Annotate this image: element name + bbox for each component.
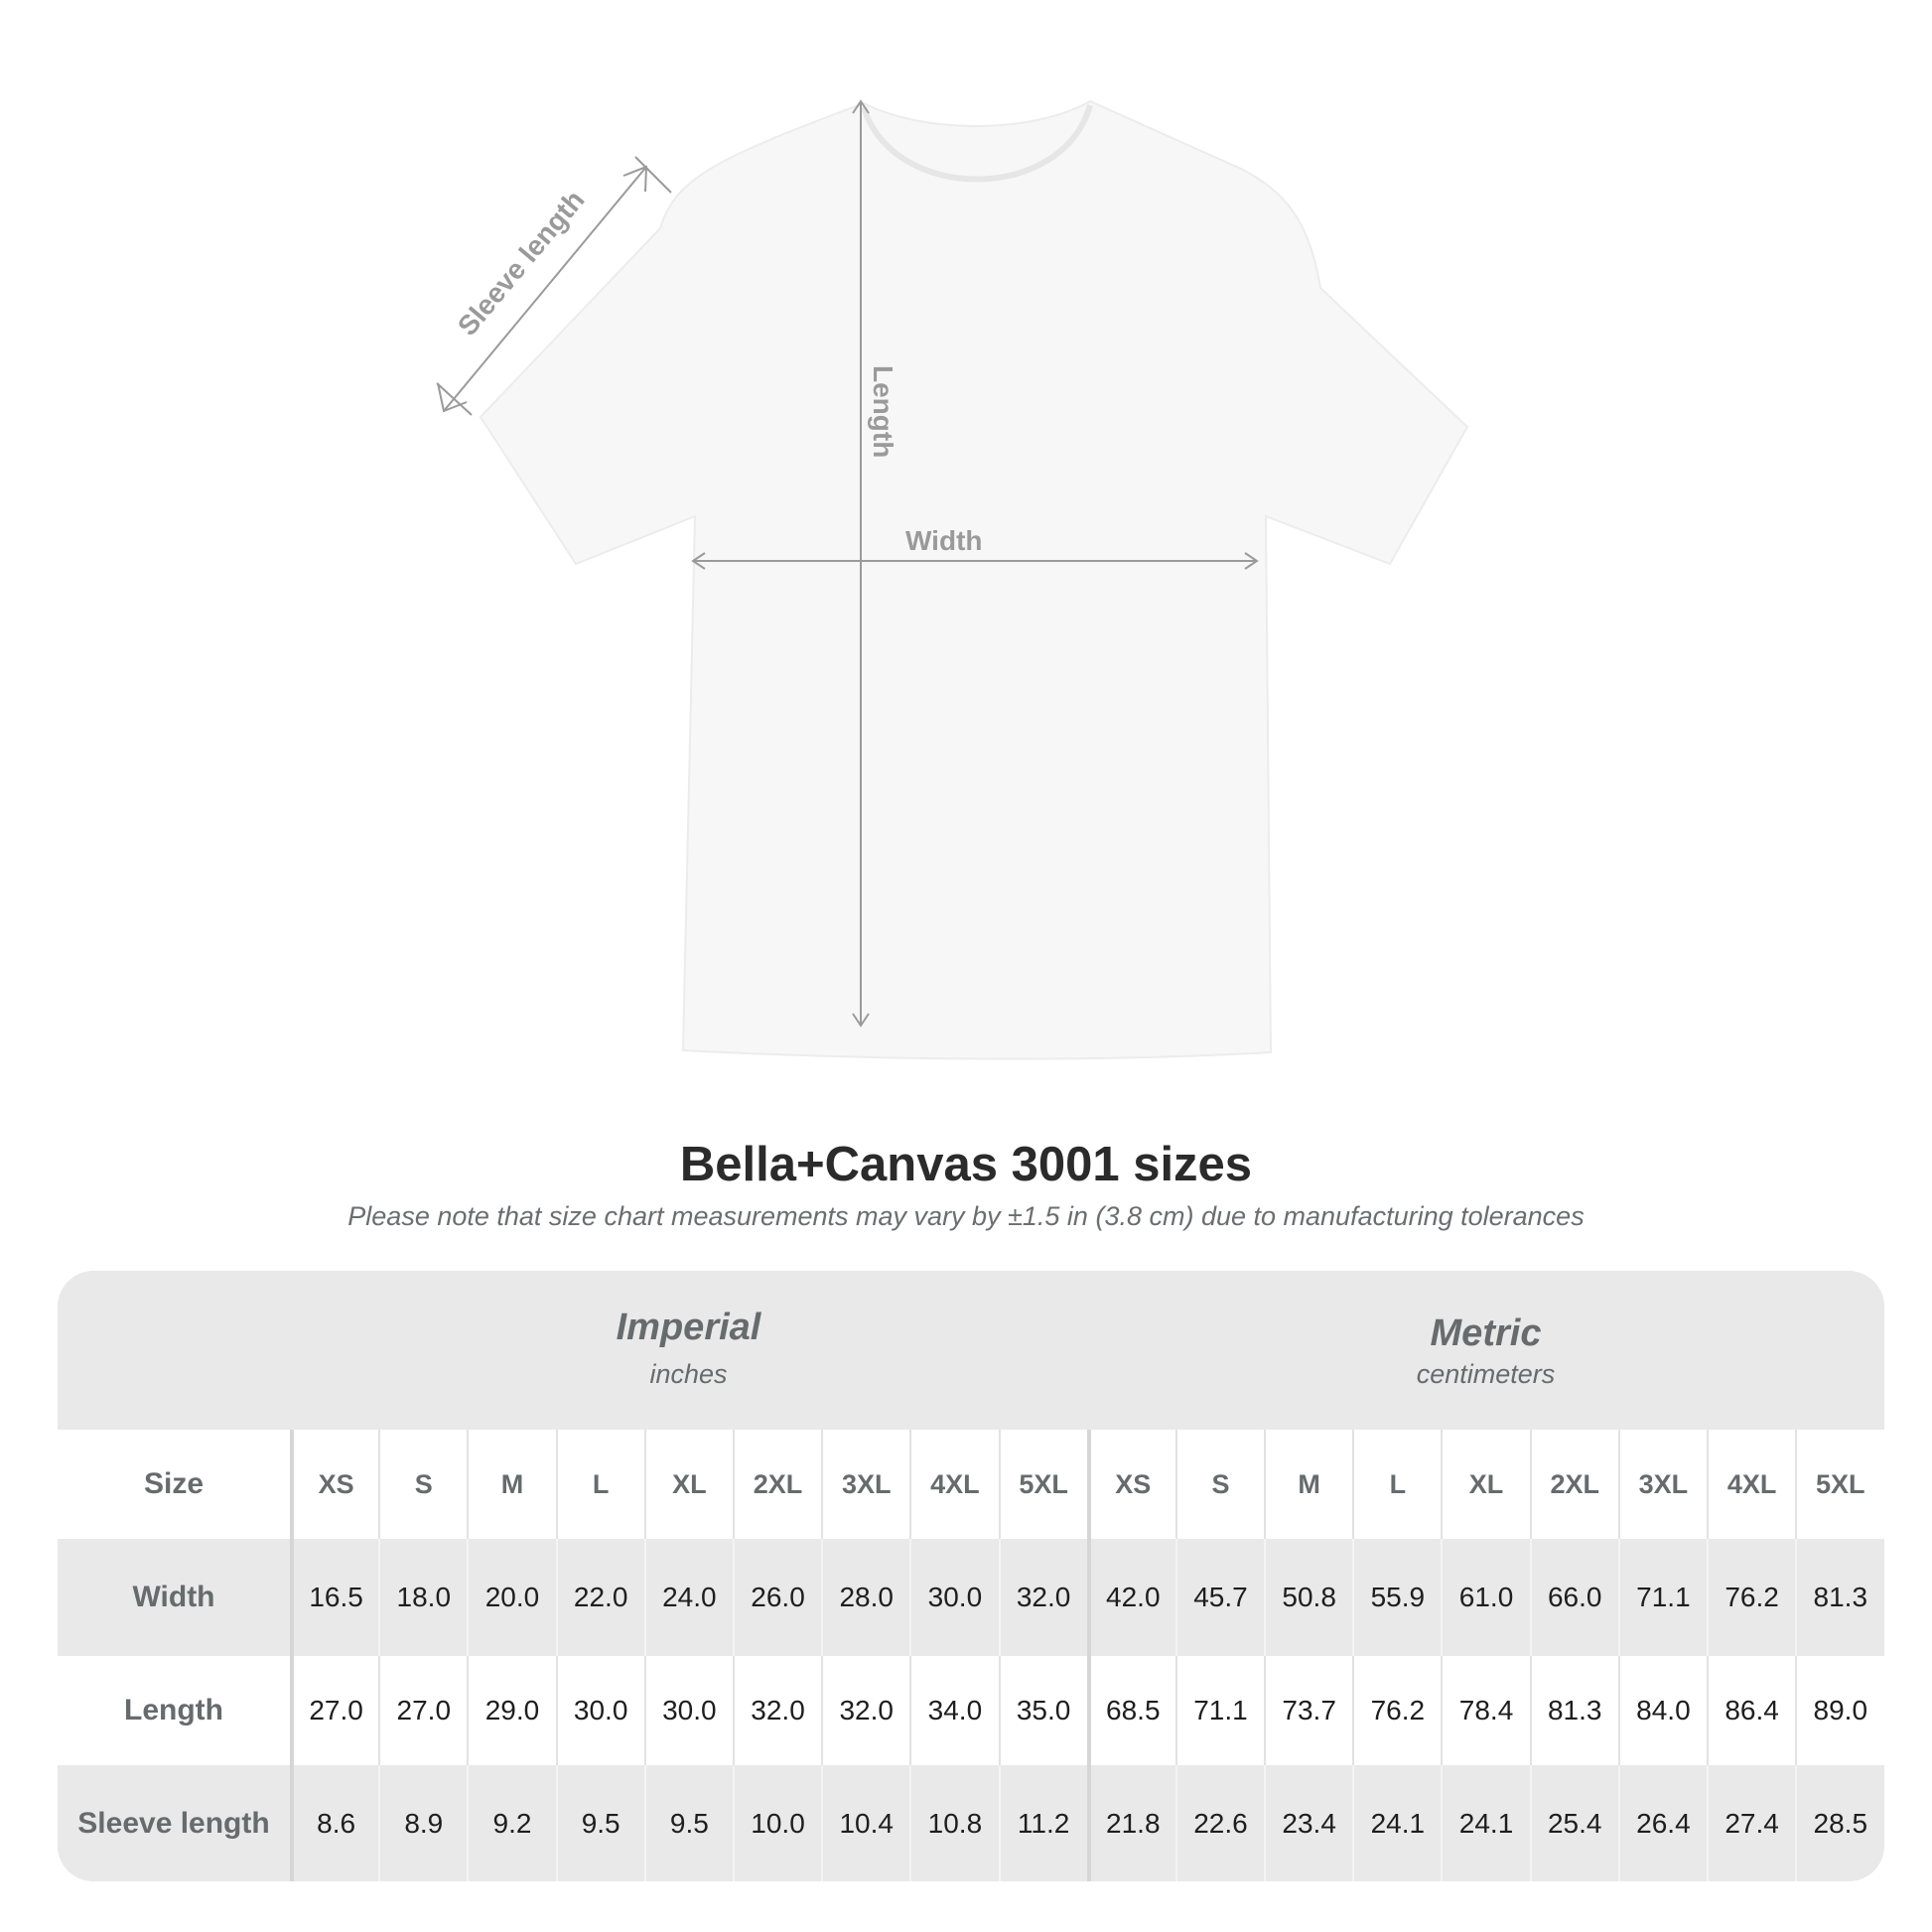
size-header-row: Size XS S M L XL 2XL 3XL 4XL 5XL XS S M L XL 2XL 3XL 4XL 5… <box>58 1430 1884 1539</box>
size-metric-header: XS <box>1086 1430 1175 1539</box>
imperial-unit: inches <box>649 1359 728 1389</box>
metric-cell: 21.8 <box>1086 1765 1175 1881</box>
imperial-cell: 27.0 <box>378 1656 467 1765</box>
metric-cell: 71.1 <box>1617 1539 1707 1656</box>
imperial-header: Imperial inches <box>290 1271 1087 1430</box>
metric-cell: 27.4 <box>1707 1765 1795 1881</box>
size-table: Imperial inches Metric centimeters Size X… <box>58 1271 1884 1881</box>
size-imperial-header: L <box>555 1430 644 1539</box>
page-title: Bella+Canvas 3001 sizes <box>679 1138 1253 1191</box>
imperial-cell: 27.0 <box>290 1656 378 1765</box>
size-metric-header: M <box>1264 1430 1352 1539</box>
imperial-cell: 10.8 <box>909 1765 998 1881</box>
imperial-cell: 30.0 <box>909 1539 998 1656</box>
measure-arrows <box>436 99 1259 1028</box>
metric-cell: 78.4 <box>1441 1656 1529 1765</box>
metric-cell: 76.2 <box>1352 1656 1441 1765</box>
imperial-cell: 28.0 <box>821 1539 909 1656</box>
imperial-cell: 9.5 <box>555 1765 644 1881</box>
size-imperial-header: 5XL <box>998 1430 1087 1539</box>
metric-cell: 50.8 <box>1264 1539 1352 1656</box>
imperial-cell: 22.0 <box>555 1539 644 1656</box>
imperial-cell: 29.0 <box>467 1656 555 1765</box>
size-imperial-header: 2XL <box>732 1430 821 1539</box>
row-label: Width <box>132 1581 215 1613</box>
size-metric-header: 3XL <box>1617 1430 1707 1539</box>
metric-label: Metric <box>1430 1312 1542 1354</box>
imperial-cell: 9.2 <box>467 1765 555 1881</box>
imperial-label: Imperial <box>616 1307 761 1348</box>
metric-cell: 28.5 <box>1795 1765 1883 1881</box>
metric-cell: 61.0 <box>1441 1539 1529 1656</box>
imperial-cell: 18.0 <box>378 1539 467 1656</box>
metric-cell: 76.2 <box>1707 1539 1795 1656</box>
imperial-cell: 35.0 <box>998 1656 1087 1765</box>
imperial-cell: 34.0 <box>909 1656 998 1765</box>
size-imperial-header: 3XL <box>821 1430 909 1539</box>
imperial-cell: 32.0 <box>821 1656 909 1765</box>
imperial-cell: 20.0 <box>467 1539 555 1656</box>
size-imperial-header: XS <box>290 1430 378 1539</box>
tshirt-shape <box>479 99 1469 1060</box>
metric-unit: centimeters <box>1416 1359 1556 1389</box>
metric-cell: 26.4 <box>1617 1765 1707 1881</box>
imperial-cell: 9.5 <box>643 1765 733 1881</box>
metric-cell: 84.0 <box>1617 1656 1707 1765</box>
table-row: Sleeve length 8.6 8.9 9.2 9.5 9.5 10.0 10.4 10.8… <box>58 1765 1884 1881</box>
imperial-cell: 32.0 <box>998 1539 1087 1656</box>
size-metric-header: 5XL <box>1795 1430 1883 1539</box>
size-metric-header: XL <box>1441 1430 1529 1539</box>
metric-cell: 73.7 <box>1264 1656 1352 1765</box>
width-label: Width <box>905 525 983 556</box>
metric-cell: 24.1 <box>1352 1765 1441 1881</box>
imperial-cell: 11.2 <box>998 1765 1087 1881</box>
metric-cell: 23.4 <box>1264 1765 1352 1881</box>
size-metric-header: 2XL <box>1529 1430 1618 1539</box>
metric-header: Metric centimeters <box>1087 1271 1884 1430</box>
metric-cell: 66.0 <box>1529 1539 1618 1656</box>
imperial-cell: 26.0 <box>732 1539 821 1656</box>
metric-cell: 55.9 <box>1352 1539 1441 1656</box>
imperial-cell: 24.0 <box>643 1539 733 1656</box>
size-metric-header: L <box>1352 1430 1441 1539</box>
size-imperial-header: 4XL <box>909 1430 998 1539</box>
size-imperial-header: S <box>378 1430 467 1539</box>
metric-cell: 81.3 <box>1795 1539 1883 1656</box>
imperial-cell: 30.0 <box>555 1656 644 1765</box>
metric-cell: 25.4 <box>1529 1765 1618 1881</box>
row-label: Length <box>124 1694 223 1726</box>
size-imperial-header: XL <box>643 1430 733 1539</box>
row-label: Size <box>143 1467 205 1500</box>
imperial-cell: 32.0 <box>732 1656 821 1765</box>
metric-cell: 24.1 <box>1441 1765 1529 1881</box>
length-label: Length <box>868 365 898 458</box>
metric-cell: 71.1 <box>1174 1656 1264 1765</box>
table-row: Length 27.0 27.0 29.0 30.0 30.0 32.0 32.0 34.0 35… <box>58 1656 1884 1765</box>
imperial-cell: 30.0 <box>643 1656 733 1765</box>
imperial-cell: 8.6 <box>290 1765 378 1881</box>
table-row: Width 16.5 18.0 20.0 22.0 24.0 26.0 28.0 30.0 32.… <box>58 1539 1884 1656</box>
tolerance-note: Please note that size chart measurements… <box>347 1201 1585 1231</box>
size-imperial-header: M <box>467 1430 555 1539</box>
metric-cell: 42.0 <box>1086 1539 1175 1656</box>
collar <box>861 104 1093 183</box>
tshirt-diagram: Length Width Sleeve length <box>436 99 1469 1060</box>
imperial-cell: 8.9 <box>378 1765 467 1881</box>
imperial-cell: 10.0 <box>732 1765 821 1881</box>
row-label: Sleeve length <box>77 1806 270 1840</box>
metric-cell: 86.4 <box>1707 1656 1795 1765</box>
imperial-cell: 10.4 <box>821 1765 909 1881</box>
size-metric-header: 4XL <box>1707 1430 1795 1539</box>
size-metric-header: S <box>1174 1430 1264 1539</box>
metric-cell: 89.0 <box>1795 1656 1883 1765</box>
metric-cell: 81.3 <box>1529 1656 1618 1765</box>
imperial-cell: 16.5 <box>290 1539 378 1656</box>
metric-cell: 45.7 <box>1174 1539 1264 1656</box>
metric-cell: 68.5 <box>1086 1656 1175 1765</box>
metric-cell: 22.6 <box>1174 1765 1264 1881</box>
